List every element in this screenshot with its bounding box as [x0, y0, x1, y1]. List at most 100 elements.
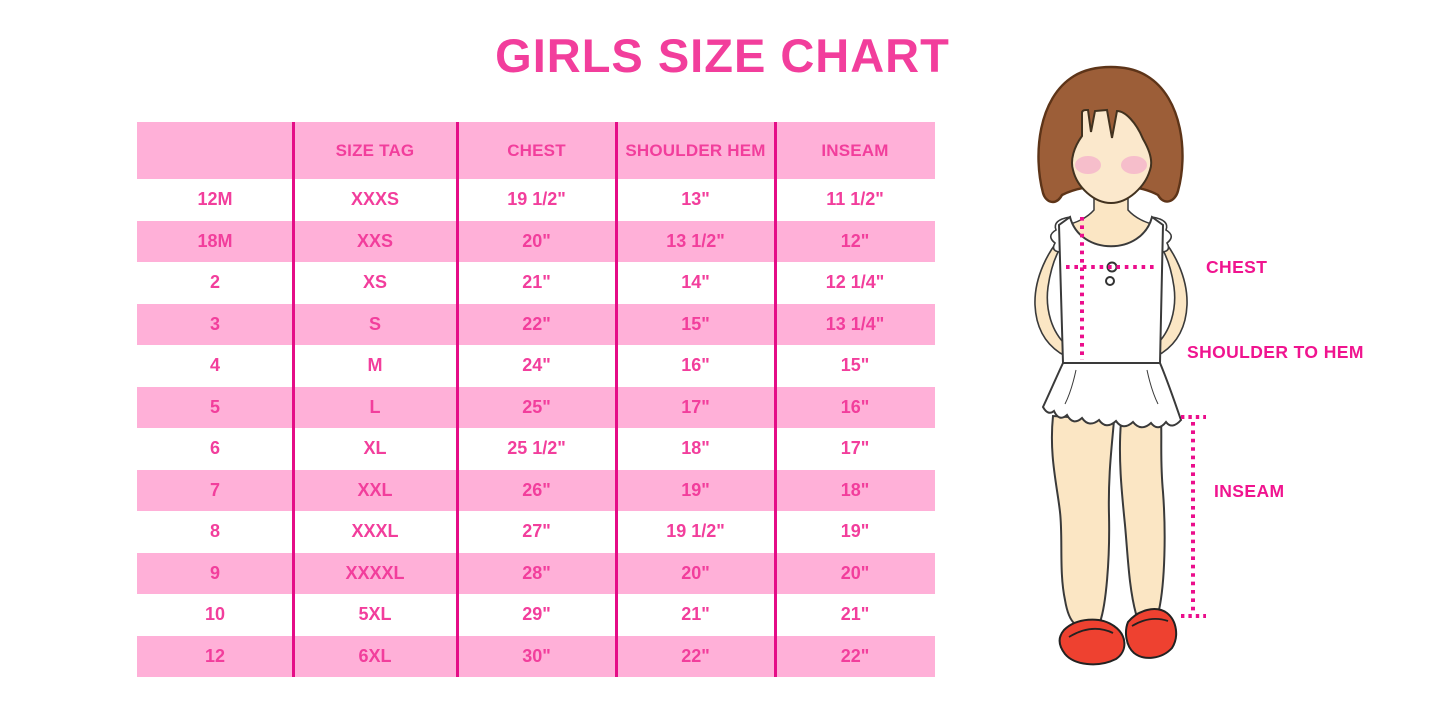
measurement-lines: [1066, 217, 1206, 618]
left-cheek-blush: [1075, 156, 1101, 174]
column-divider: [615, 122, 618, 677]
table-row: 6 XL 25 1/2" 18" 17": [137, 428, 935, 470]
table-cell: 17": [681, 396, 710, 417]
table-cell: 18": [681, 438, 710, 459]
table-cell: 20": [840, 562, 870, 583]
table-cell: 12M: [197, 189, 233, 210]
table-cell: 22": [840, 645, 870, 666]
table-cell: 19 1/2": [666, 521, 725, 542]
table-cell: XXL: [357, 479, 393, 500]
table-cell: 14": [681, 272, 710, 293]
table-cell: XS: [362, 272, 387, 293]
page-title: GIRLS SIZE CHART: [495, 29, 950, 82]
table-cell: 16": [840, 396, 870, 417]
table-cell: 21": [681, 604, 710, 625]
table-row: 5 L 25" 17" 16": [137, 386, 935, 428]
table-cell: 11 1/2": [826, 189, 884, 210]
header-cell-shoulder-hem: SHOULDER HEM: [625, 140, 766, 160]
table-cell: 20": [522, 230, 551, 251]
table-cell: S: [368, 313, 381, 334]
skirt-fold-line-left: [1064, 369, 1077, 405]
table-cell: XXS: [356, 230, 394, 251]
table-cell: L: [369, 396, 381, 417]
table-cell: 15": [681, 313, 710, 334]
table-cell: 5: [209, 396, 220, 417]
table-cell: 6: [209, 438, 220, 459]
table-cell: 13 1/2": [666, 230, 725, 251]
table-cell: 22": [681, 645, 710, 666]
table-row: 8 XXXL 27" 19 1/2" 19": [137, 511, 935, 553]
chest-label: CHEST: [1206, 257, 1267, 277]
table-cell: 15": [840, 355, 870, 376]
table-cell: 9: [209, 562, 220, 583]
size-table: SIZE TAG CHEST SHOULDER HEM INSEAM 12M XX…: [137, 122, 935, 677]
table-cell: 16": [681, 355, 710, 376]
table-cell: 12 1/4": [825, 272, 885, 293]
table-cell: 17": [840, 438, 870, 459]
table-cell: 21": [840, 604, 870, 625]
table-row: 7 XXL 26" 19" 18": [137, 469, 935, 511]
left-shoe-strap: [1068, 627, 1114, 638]
table-cell: 12: [204, 645, 226, 666]
right-shoe: [1125, 608, 1178, 659]
header-cell-size-tag: SIZE TAG: [335, 140, 415, 160]
table-cell: 28": [522, 562, 551, 583]
table-cell: 4: [209, 355, 220, 376]
table-cell: 3: [209, 313, 220, 334]
girl-skirt: [1041, 362, 1183, 429]
table-cell: 19": [681, 479, 710, 500]
table-cell: 19 1/2": [507, 189, 566, 210]
header-cell-chest: CHEST: [507, 140, 566, 160]
inseam-label: INSEAM: [1214, 481, 1284, 501]
table-cell: 13 1/4": [825, 313, 885, 334]
table-cell: 25": [522, 396, 551, 417]
table-row: 2 XS 21" 14" 12 1/4": [137, 262, 935, 304]
table-row: 18M XXS 20" 13 1/2" 12": [137, 220, 935, 262]
table-cell: 18M: [197, 230, 233, 251]
table-header-row: SIZE TAG CHEST SHOULDER HEM INSEAM: [137, 122, 935, 179]
column-divider: [292, 122, 295, 677]
table-cell: 12": [840, 230, 870, 251]
column-divider: [456, 122, 459, 677]
table-cell: 22": [522, 313, 551, 334]
table-cell: 10: [204, 604, 226, 625]
girl-measurement-illustration: CHEST SHOULDER TO HEM INSEAM: [1000, 60, 1445, 723]
table-cell: 27": [522, 521, 551, 542]
table-cell: 20": [681, 562, 710, 583]
girl-shoes: [1058, 608, 1178, 666]
table-row: 3 S 22" 15" 13 1/4": [137, 303, 935, 345]
table-cell: 26": [522, 479, 551, 500]
table-cell: XL: [363, 438, 387, 459]
right-cheek-blush: [1121, 156, 1147, 174]
table-cell: 8: [209, 521, 220, 542]
table-cell: 25 1/2": [507, 438, 566, 459]
header-cell-size: [137, 122, 293, 179]
header-cell-inseam: INSEAM: [821, 140, 889, 160]
table-row: 4 M 24" 16" 15": [137, 345, 935, 387]
table-row: 12 6XL 30" 22" 22": [137, 635, 935, 677]
table-cell: XXXS: [350, 189, 400, 210]
table-row: 12M XXXS 19 1/2" 13" 11 1/2": [137, 179, 935, 221]
right-shoe-strap: [1131, 617, 1169, 627]
girl-left-leg: [1050, 414, 1116, 626]
girl-right-leg: [1118, 416, 1166, 616]
table-cell: M: [367, 355, 383, 376]
table-cell: XXXL: [351, 521, 399, 542]
table-cell: 7: [209, 479, 220, 500]
table-cell: 21": [522, 272, 551, 293]
top-button-2: [1105, 276, 1115, 286]
shoulder-to-hem-label: SHOULDER TO HEM: [1187, 342, 1364, 362]
table-cell: 19": [840, 521, 870, 542]
table-cell: 30": [522, 645, 551, 666]
table-cell: 6XL: [358, 645, 392, 666]
table-cell: XXXXL: [345, 562, 405, 583]
table-cell: 13": [681, 189, 710, 210]
table-cell: 2: [209, 272, 220, 293]
table-cell: 24": [522, 355, 551, 376]
skirt-fold-line-right: [1146, 369, 1159, 405]
girl-face: [1071, 108, 1153, 205]
column-divider: [774, 122, 777, 677]
table-row: 10 5XL 29" 21" 21": [137, 594, 935, 636]
table-cell: 18": [840, 479, 870, 500]
